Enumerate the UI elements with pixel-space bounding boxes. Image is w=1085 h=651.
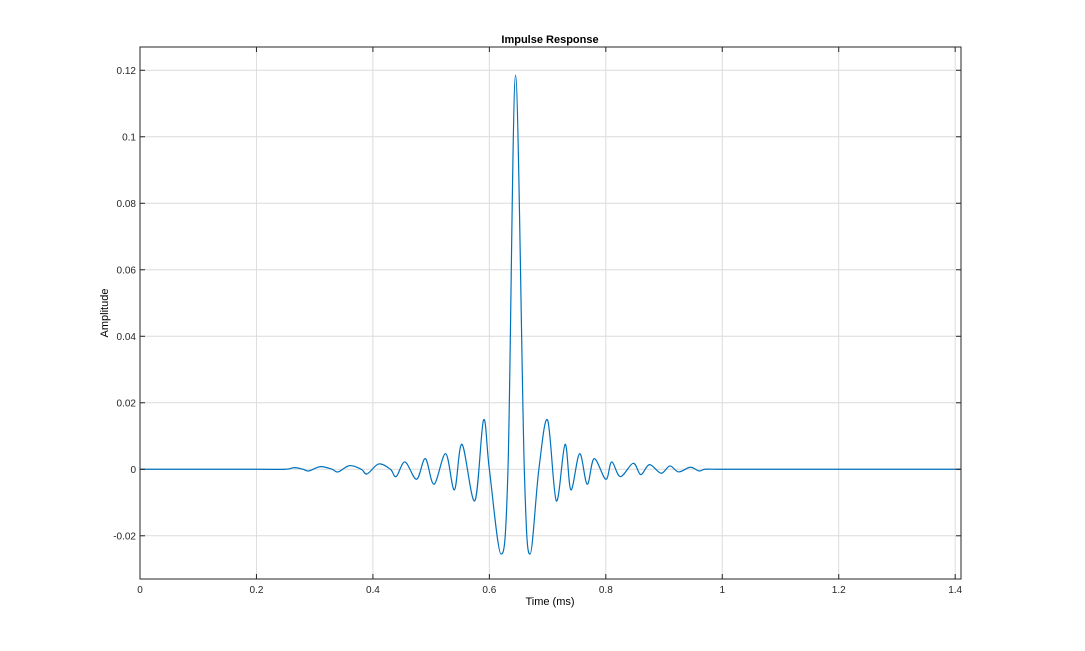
x-tick-label: 0.6 (482, 585, 496, 596)
x-tick-label: 0.8 (599, 585, 613, 596)
plot-area (140, 74, 961, 555)
y-tick-label: 0.1 (122, 132, 136, 143)
grid (139, 47, 961, 579)
x-tick-label: 1.2 (832, 585, 846, 596)
axes-box (139, 46, 962, 580)
y-tick-label: 0 (130, 465, 136, 476)
y-tick-label: 0.06 (117, 265, 137, 276)
x-tick-label: 0.2 (250, 585, 264, 596)
y-tick-label: 0.08 (117, 199, 137, 210)
y-tick-label: 0.12 (117, 66, 137, 77)
y-tick-label: 0.04 (117, 332, 137, 343)
x-tick-label: 0.4 (366, 585, 380, 596)
series-line-0 (140, 74, 961, 555)
ticks: 0 0.2 0.4 0.6 0.8 1 1.2 1.4 -0.02 0 0.02 0.04 0.06 0.… (113, 47, 963, 596)
x-tick-label: 1.4 (948, 585, 962, 596)
x-tick-label: 1 (719, 585, 725, 596)
y-tick-label: 0.02 (117, 398, 137, 409)
y-tick-label: -0.02 (113, 531, 136, 542)
chart-title: Impulse Response (501, 34, 598, 46)
x-tick-label: 0 (137, 585, 143, 596)
x-axis-title: Time (ms) (525, 596, 574, 608)
y-axis-title: Amplitude (99, 289, 111, 338)
